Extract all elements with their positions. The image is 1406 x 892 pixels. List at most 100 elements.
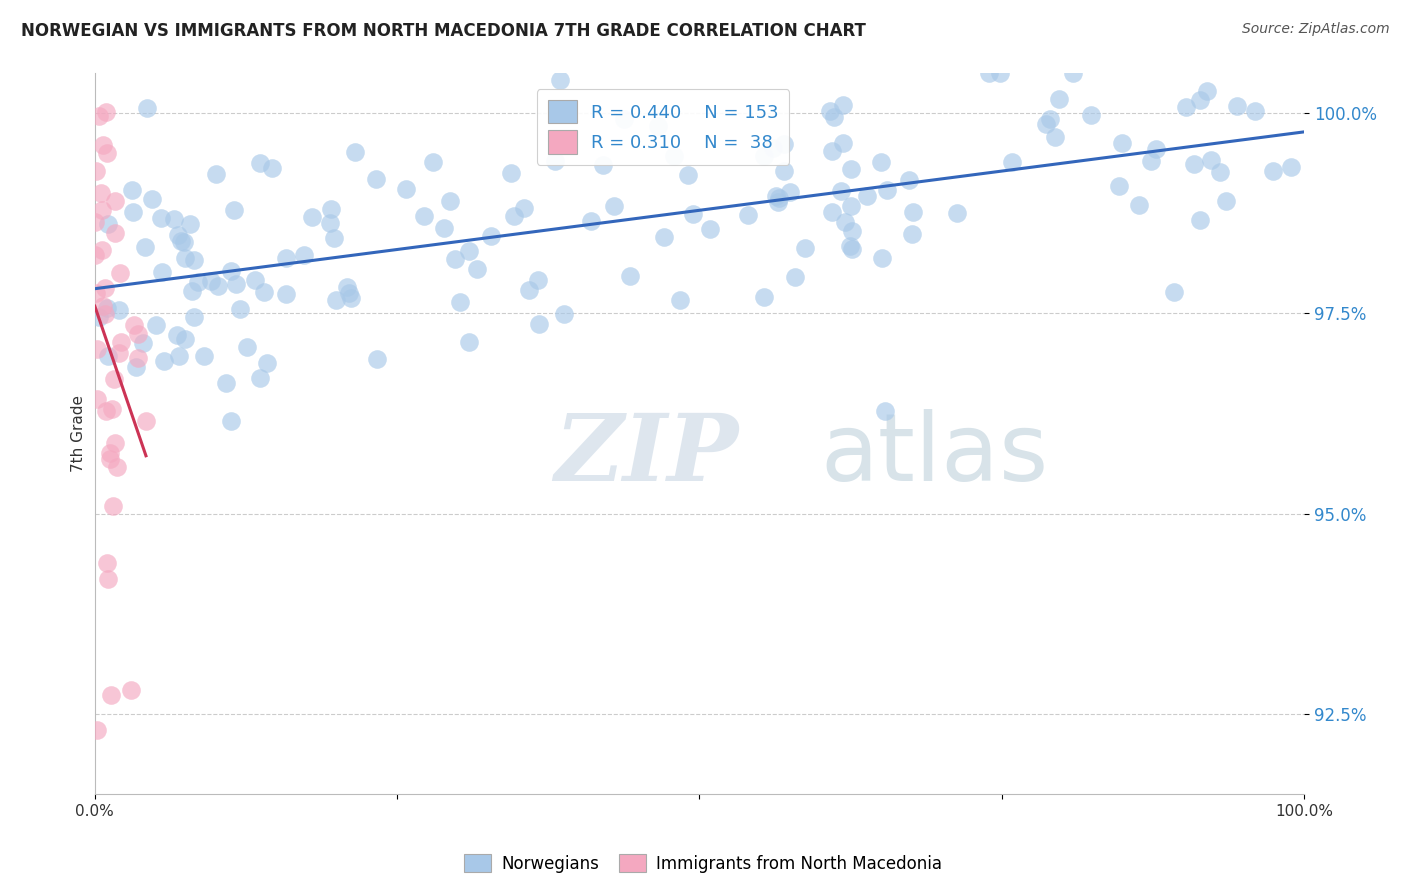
Point	[526, 273, 548, 287]
Point	[1163, 285, 1185, 299]
Point	[274, 287, 297, 301]
Point	[173, 235, 195, 249]
Point	[252, 285, 274, 300]
Point	[301, 211, 323, 225]
Point	[412, 209, 434, 223]
Point	[501, 166, 523, 180]
Point	[1174, 99, 1197, 113]
Point	[96, 301, 118, 316]
Legend: Norwegians, Immigrants from North Macedonia: Norwegians, Immigrants from North Macedo…	[458, 847, 948, 880]
Point	[945, 206, 967, 220]
Point	[1188, 93, 1211, 107]
Point	[766, 195, 789, 210]
Point	[1111, 136, 1133, 150]
Point	[90, 203, 112, 218]
Point	[613, 112, 636, 126]
Point	[149, 211, 172, 225]
Point	[901, 227, 924, 242]
Point	[821, 144, 844, 158]
Text: atlas: atlas	[820, 409, 1049, 501]
Point	[249, 156, 271, 170]
Point	[205, 167, 228, 181]
Point	[120, 683, 142, 698]
Point	[544, 154, 567, 169]
Point	[87, 310, 110, 324]
Point	[274, 252, 297, 266]
Point	[174, 252, 197, 266]
Point	[773, 137, 796, 152]
Point	[1188, 212, 1211, 227]
Point	[1001, 155, 1024, 169]
Point	[166, 327, 188, 342]
Point	[898, 172, 921, 186]
Point	[110, 335, 132, 350]
Point	[179, 217, 201, 231]
Point	[841, 224, 863, 238]
Point	[1039, 112, 1062, 126]
Point	[1215, 194, 1237, 208]
Point	[834, 215, 856, 229]
Point	[838, 239, 860, 253]
Point	[870, 251, 893, 265]
Point	[100, 688, 122, 702]
Point	[127, 326, 149, 341]
Point	[512, 201, 534, 215]
Point	[183, 252, 205, 267]
Point	[1043, 130, 1066, 145]
Text: NORWEGIAN VS IMMIGRANTS FROM NORTH MACEDONIA 7TH GRADE CORRELATION CHART: NORWEGIAN VS IMMIGRANTS FROM NORTH MACED…	[21, 22, 866, 40]
Point	[134, 240, 156, 254]
Point	[619, 268, 641, 283]
Point	[260, 161, 283, 175]
Point	[108, 266, 131, 280]
Point	[654, 229, 676, 244]
Point	[768, 191, 790, 205]
Point	[96, 404, 118, 418]
Point	[105, 460, 128, 475]
Point	[831, 136, 853, 151]
Point	[124, 318, 146, 332]
Point	[1195, 83, 1218, 97]
Point	[875, 403, 897, 417]
Point	[181, 285, 204, 299]
Point	[183, 310, 205, 324]
Point	[676, 168, 699, 182]
Point	[322, 230, 344, 244]
Point	[215, 376, 238, 390]
Point	[86, 164, 108, 178]
Point	[433, 220, 456, 235]
Point	[101, 401, 124, 416]
Point	[901, 204, 924, 219]
Point	[222, 202, 245, 217]
Point	[647, 119, 669, 133]
Point	[783, 269, 806, 284]
Point	[193, 349, 215, 363]
Point	[839, 199, 862, 213]
Point	[96, 556, 118, 570]
Point	[1047, 92, 1070, 106]
Point	[104, 436, 127, 450]
Point	[98, 451, 121, 466]
Point	[132, 335, 155, 350]
Point	[90, 186, 112, 201]
Point	[682, 207, 704, 221]
Point	[174, 332, 197, 346]
Point	[830, 184, 852, 198]
Point	[366, 172, 388, 186]
Point	[856, 188, 879, 202]
Point	[249, 371, 271, 385]
Point	[94, 281, 117, 295]
Point	[103, 372, 125, 386]
Point	[101, 499, 124, 513]
Point	[603, 199, 626, 213]
Point	[87, 109, 110, 123]
Point	[243, 273, 266, 287]
Point	[104, 194, 127, 209]
Point	[96, 146, 118, 161]
Point	[336, 280, 359, 294]
Point	[752, 289, 775, 303]
Point	[325, 293, 347, 308]
Point	[86, 342, 108, 356]
Point	[170, 234, 193, 248]
Point	[90, 243, 112, 257]
Point	[166, 228, 188, 243]
